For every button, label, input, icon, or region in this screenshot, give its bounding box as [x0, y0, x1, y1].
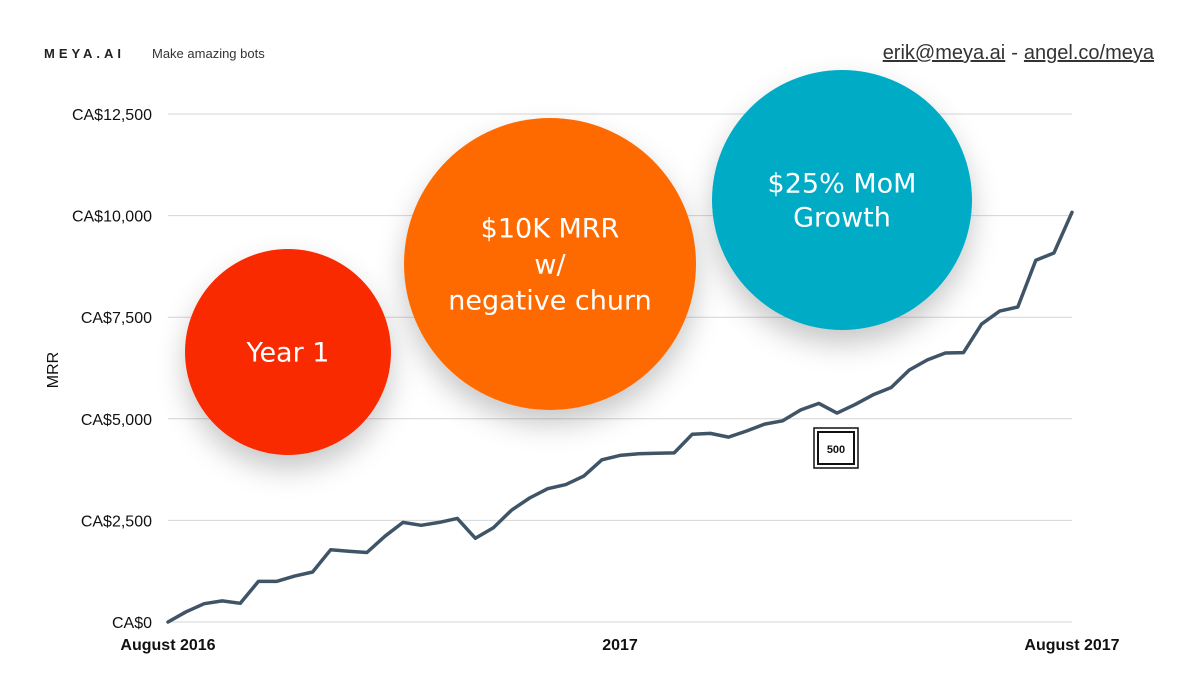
- x-tick-label: 2017: [602, 637, 638, 654]
- badge-500: 500: [813, 427, 859, 469]
- bubble-text: $25% MoM: [768, 169, 917, 200]
- y-tick-label: CA$12,500: [72, 107, 152, 124]
- y-tick-label: CA$10,000: [72, 209, 152, 226]
- y-axis-label: MRR: [45, 352, 62, 388]
- tagline: Make amazing bots: [152, 46, 265, 61]
- bubble-circle: [185, 249, 391, 455]
- website-link[interactable]: angel.co/meya: [1023, 42, 1154, 64]
- bubble-circle: [712, 70, 972, 330]
- y-tick-label: CA$0: [112, 615, 152, 632]
- annotation-bubble: $10K MRR w/negative churn: [404, 118, 696, 410]
- bubble-text: Year 1: [246, 338, 330, 369]
- y-tick-label: CA$7,500: [81, 310, 152, 327]
- bubble-text: w/: [534, 250, 566, 281]
- annotation-bubbles: Year 1 $10K MRR w/negative churn $25% MoMGr…: [185, 70, 972, 455]
- bubble-text: Growth: [793, 203, 891, 234]
- contact-separator: -: [1011, 42, 1018, 64]
- badge-500-label: 500: [827, 444, 845, 456]
- y-tick-label: CA$5,000: [81, 412, 152, 429]
- x-tick-label: August 2017: [1024, 637, 1119, 654]
- contact-links: erik@meya.ai - angel.co/meya: [883, 42, 1154, 65]
- y-tick-label: CA$2,500: [81, 513, 152, 530]
- bubble-text: negative churn: [448, 286, 651, 317]
- y-tick-labels: CA$0 CA$2,500 CA$5,000 CA$7,500 CA$10,000 CA$…: [72, 107, 152, 632]
- x-tick-label: August 2016: [120, 637, 215, 654]
- annotation-bubble: Year 1: [185, 249, 391, 455]
- x-tick-labels: August 2016 2017 August 2017: [120, 637, 1119, 654]
- email-link[interactable]: erik@meya.ai: [882, 42, 1006, 64]
- bubble-text: $10K MRR: [481, 214, 620, 245]
- bubble-circle: [404, 118, 696, 410]
- brand-logo: MEYA.AI: [44, 46, 125, 61]
- mrr-series-line: [166, 210, 1074, 624]
